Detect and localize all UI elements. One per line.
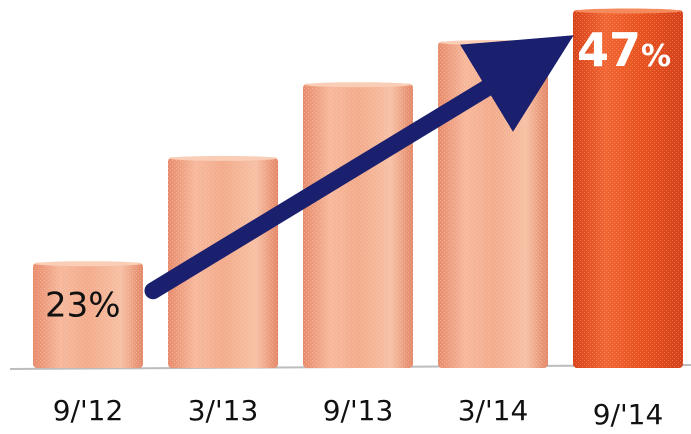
bar-cap-5 (574, 8, 682, 14)
bar-texture-5 (573, 10, 683, 368)
end-value-number: 47 (577, 23, 641, 77)
bar-texture-1 (33, 262, 143, 368)
tick-label-4: 3/'14 (458, 394, 529, 427)
bar-texture-2 (168, 157, 278, 368)
bar-cap-3 (304, 82, 412, 88)
tick-label-2: 3/'13 (188, 394, 259, 427)
end-value-unit: % (641, 39, 671, 74)
tick-labels-group: 9/'12 3/'13 9/'13 3/'14 9/'14 (53, 394, 664, 431)
tick-label-5: 9/'14 (593, 398, 664, 431)
end-value-label: 47% (577, 23, 671, 77)
start-value-label: 23% (45, 286, 121, 326)
trend-arrow (144, 35, 574, 300)
tick-label-3: 9/'13 (323, 394, 394, 427)
bar-texture-3 (303, 83, 413, 369)
bar-cap-4 (439, 40, 547, 46)
tick-label-1: 9/'12 (53, 394, 124, 427)
bar-cap-2 (169, 155, 277, 161)
bar-cap-1 (34, 261, 142, 267)
